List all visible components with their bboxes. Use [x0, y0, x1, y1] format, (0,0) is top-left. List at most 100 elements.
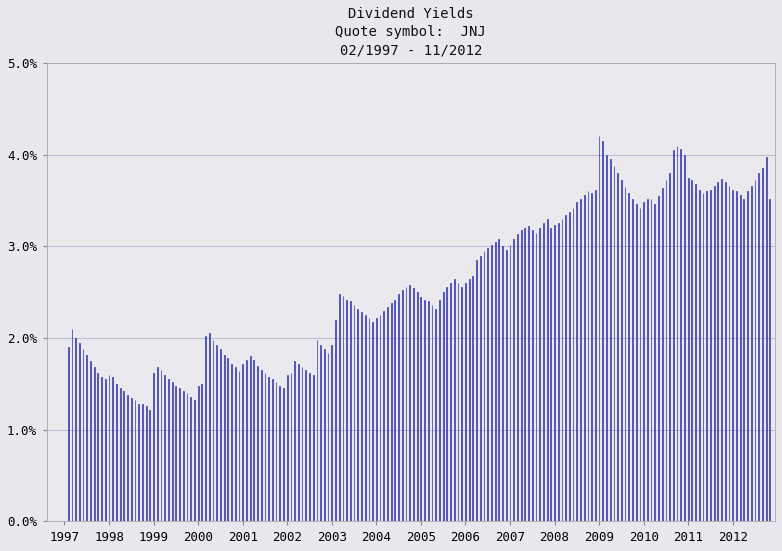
- Bar: [736, 191, 737, 521]
- Bar: [691, 180, 692, 521]
- Bar: [306, 370, 307, 521]
- Bar: [198, 386, 199, 521]
- Bar: [242, 364, 243, 521]
- Bar: [461, 287, 462, 521]
- Bar: [699, 190, 700, 521]
- Title: Dividend Yields
Quote symbol:  JNJ
02/1997 - 11/2012: Dividend Yields Quote symbol: JNJ 02/199…: [335, 7, 486, 58]
- Bar: [361, 312, 362, 521]
- Bar: [413, 288, 414, 521]
- Bar: [220, 349, 221, 521]
- Bar: [684, 155, 685, 521]
- Bar: [717, 182, 719, 521]
- Bar: [94, 368, 95, 521]
- Bar: [353, 305, 354, 521]
- Bar: [253, 360, 254, 521]
- Bar: [145, 406, 146, 521]
- Bar: [465, 283, 466, 521]
- Bar: [175, 386, 176, 521]
- Bar: [636, 204, 637, 521]
- Bar: [372, 322, 373, 521]
- Bar: [747, 191, 748, 521]
- Bar: [291, 373, 292, 521]
- Bar: [610, 159, 611, 521]
- Bar: [732, 190, 734, 521]
- Bar: [205, 336, 206, 521]
- Bar: [576, 202, 577, 521]
- Bar: [606, 155, 607, 521]
- Bar: [172, 382, 173, 521]
- Bar: [476, 260, 477, 521]
- Bar: [209, 333, 210, 521]
- Bar: [714, 186, 715, 521]
- Bar: [729, 186, 730, 521]
- Bar: [160, 370, 161, 521]
- Bar: [294, 361, 295, 521]
- Bar: [517, 234, 518, 521]
- Bar: [614, 166, 615, 521]
- Bar: [506, 250, 507, 521]
- Bar: [346, 300, 347, 521]
- Bar: [261, 370, 262, 521]
- Bar: [257, 365, 258, 521]
- Bar: [483, 251, 484, 521]
- Bar: [194, 401, 195, 521]
- Bar: [450, 283, 451, 521]
- Bar: [298, 364, 299, 521]
- Bar: [740, 195, 741, 521]
- Bar: [409, 285, 410, 521]
- Bar: [591, 193, 592, 521]
- Bar: [587, 191, 588, 521]
- Bar: [584, 195, 585, 521]
- Bar: [625, 187, 626, 521]
- Bar: [510, 245, 511, 521]
- Bar: [324, 349, 325, 521]
- Bar: [676, 145, 677, 521]
- Bar: [246, 360, 247, 521]
- Bar: [695, 184, 696, 521]
- Bar: [629, 193, 630, 521]
- Bar: [387, 307, 388, 521]
- Bar: [721, 179, 722, 521]
- Bar: [75, 338, 76, 521]
- Bar: [658, 196, 659, 521]
- Bar: [617, 173, 618, 521]
- Bar: [379, 315, 381, 521]
- Bar: [502, 246, 503, 521]
- Bar: [428, 301, 429, 521]
- Bar: [561, 219, 562, 521]
- Bar: [168, 379, 169, 521]
- Bar: [521, 230, 522, 521]
- Bar: [394, 300, 395, 521]
- Bar: [621, 180, 622, 521]
- Bar: [769, 199, 770, 521]
- Bar: [90, 361, 91, 521]
- Bar: [688, 177, 689, 521]
- Bar: [138, 404, 139, 521]
- Bar: [231, 364, 232, 521]
- Bar: [287, 375, 288, 521]
- Bar: [595, 190, 596, 521]
- Bar: [417, 292, 418, 521]
- Bar: [580, 199, 581, 521]
- Bar: [710, 190, 711, 521]
- Bar: [264, 373, 265, 521]
- Bar: [572, 208, 573, 521]
- Bar: [350, 301, 351, 521]
- Bar: [525, 228, 526, 521]
- Bar: [364, 315, 366, 521]
- Bar: [183, 391, 184, 521]
- Bar: [357, 309, 358, 521]
- Bar: [105, 379, 106, 521]
- Bar: [532, 230, 533, 521]
- Bar: [368, 318, 369, 521]
- Bar: [71, 329, 72, 521]
- Bar: [276, 382, 277, 521]
- Bar: [202, 384, 203, 521]
- Bar: [272, 379, 273, 521]
- Bar: [725, 182, 726, 521]
- Bar: [383, 311, 384, 521]
- Bar: [495, 242, 496, 521]
- Bar: [402, 290, 403, 521]
- Bar: [68, 347, 69, 521]
- Bar: [86, 354, 87, 521]
